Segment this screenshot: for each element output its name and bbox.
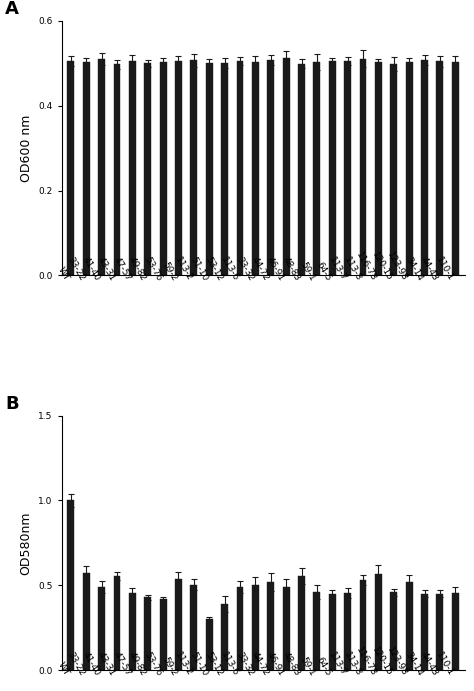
Bar — [67, 500, 74, 670]
Bar — [329, 61, 336, 276]
Bar — [437, 61, 443, 276]
Bar — [344, 61, 351, 276]
Bar — [452, 593, 459, 670]
Bar — [98, 587, 105, 670]
Bar — [221, 604, 228, 670]
Bar — [421, 594, 428, 670]
Bar — [298, 64, 305, 276]
Bar — [283, 57, 290, 276]
Text: B: B — [5, 395, 19, 413]
Bar — [375, 62, 382, 276]
Bar — [98, 59, 105, 276]
Bar — [406, 582, 413, 670]
Bar — [113, 576, 120, 670]
Y-axis label: OD600 nm: OD600 nm — [19, 115, 33, 182]
Y-axis label: OD580nm: OD580nm — [19, 511, 33, 575]
Bar — [113, 64, 120, 276]
Bar — [175, 61, 182, 276]
Bar — [452, 62, 459, 276]
Bar — [237, 587, 244, 670]
Bar — [283, 587, 290, 670]
Bar — [267, 60, 274, 276]
Bar — [206, 63, 213, 276]
Bar — [83, 573, 90, 670]
Bar — [437, 594, 443, 670]
Bar — [83, 62, 90, 276]
Bar — [313, 592, 320, 670]
Text: A: A — [5, 1, 19, 19]
Bar — [237, 61, 244, 276]
Bar — [313, 62, 320, 276]
Bar — [206, 619, 213, 670]
Bar — [129, 593, 136, 670]
Bar — [129, 61, 136, 276]
Bar — [344, 593, 351, 670]
Bar — [160, 62, 166, 276]
Bar — [406, 62, 413, 276]
Bar — [298, 576, 305, 670]
Bar — [375, 574, 382, 670]
Bar — [360, 59, 366, 276]
Bar — [421, 60, 428, 276]
Bar — [252, 62, 259, 276]
Bar — [67, 61, 74, 276]
Bar — [175, 578, 182, 670]
Bar — [160, 599, 166, 670]
Bar — [329, 594, 336, 670]
Bar — [267, 582, 274, 670]
Bar — [252, 585, 259, 670]
Bar — [191, 585, 197, 670]
Bar — [390, 64, 397, 276]
Bar — [144, 63, 151, 276]
Bar — [191, 60, 197, 276]
Bar — [360, 580, 366, 670]
Bar — [144, 597, 151, 670]
Bar — [221, 63, 228, 276]
Bar — [390, 592, 397, 670]
